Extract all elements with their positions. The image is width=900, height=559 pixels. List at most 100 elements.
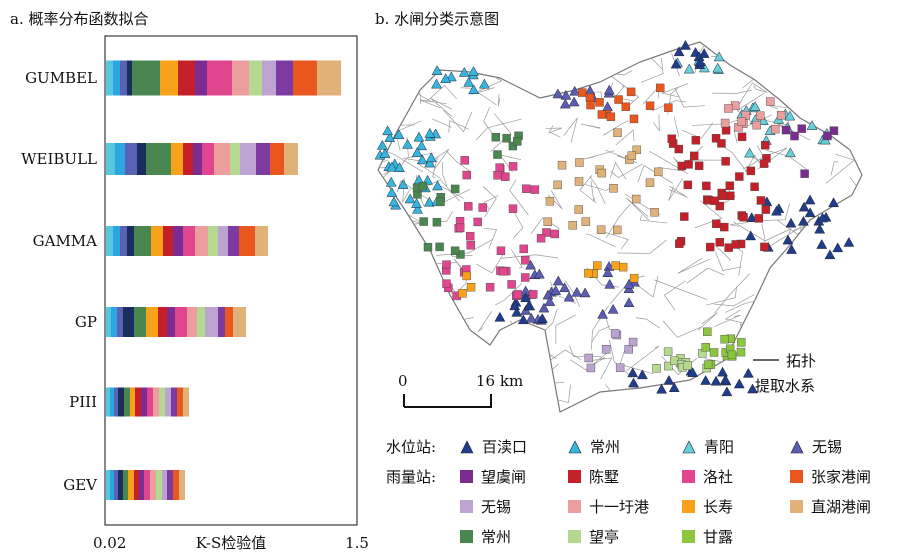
- river-segment: [716, 375, 753, 397]
- rain-station-marker: [462, 170, 471, 180]
- river-segment: [441, 313, 457, 340]
- water-station-marker: [798, 215, 809, 226]
- bar-segment: [146, 307, 158, 337]
- rain-station-marker: [631, 194, 641, 204]
- bar-segment: [135, 387, 141, 417]
- triangle-icon: [460, 439, 474, 453]
- rain-station-marker: [419, 217, 428, 226]
- river-segment: [424, 338, 454, 357]
- rain-station-marker: [628, 337, 638, 347]
- water-station-marker: [804, 194, 816, 205]
- river-segment: [548, 50, 556, 76]
- river-segment: [855, 378, 862, 387]
- triangle-icon: [682, 439, 696, 453]
- square-icon: [460, 500, 473, 513]
- river-segment: [626, 197, 650, 221]
- bar-segment: [167, 307, 175, 337]
- legend-item: 甘露: [682, 526, 733, 547]
- river-segment: [763, 228, 792, 242]
- rain-station-marker: [797, 124, 806, 133]
- legend-item: 青阳: [682, 436, 734, 457]
- river-segment: [758, 203, 790, 222]
- water-station-marker: [424, 157, 436, 168]
- bar-segment: [117, 307, 123, 337]
- rain-station-marker: [519, 244, 528, 254]
- river-segment: [830, 161, 839, 176]
- river-segment: [736, 82, 768, 108]
- rain-station-marker: [595, 98, 604, 107]
- bar-segment: [165, 387, 171, 417]
- legend-item: 长寿: [682, 496, 733, 517]
- rain-station-marker: [739, 213, 748, 222]
- water-station-marker: [544, 296, 556, 306]
- rain-station-marker: [495, 163, 504, 172]
- water-station-marker: [623, 278, 635, 289]
- rain-station-marker: [727, 350, 737, 360]
- category-label: PIII: [69, 393, 97, 411]
- water-station-marker: [569, 85, 581, 96]
- rain-station-marker: [618, 262, 628, 272]
- water-station-marker: [382, 125, 394, 136]
- water-station-marker: [712, 62, 724, 73]
- water-station-marker: [804, 207, 816, 218]
- river-segment: [589, 175, 606, 204]
- bar-segment: [239, 226, 255, 256]
- bar-segment: [208, 226, 218, 256]
- river-segment: [609, 161, 627, 180]
- rain-station-marker: [720, 118, 730, 128]
- water-station-marker: [607, 303, 619, 314]
- bar-segment: [128, 470, 134, 500]
- square-icon: [460, 470, 473, 483]
- river-segment: [378, 317, 385, 347]
- water-station-marker: [563, 291, 575, 302]
- plot-frame: [104, 35, 358, 526]
- rain-station-marker: [652, 364, 661, 373]
- rain-station-marker: [667, 134, 676, 143]
- bar-segment: [159, 387, 165, 417]
- river-segment: [821, 65, 849, 110]
- square-icon: [790, 470, 803, 483]
- rain-station-marker: [725, 181, 735, 190]
- category-label: GAMMA: [33, 232, 98, 250]
- bar-gumbel: [106, 60, 341, 96]
- bar-segment: [132, 60, 160, 96]
- rain-station-marker: [654, 167, 663, 177]
- river-segment: [539, 389, 553, 401]
- water-station-marker: [463, 76, 475, 87]
- legend-item-label: 常州: [590, 438, 621, 456]
- rain-station-marker: [507, 280, 516, 289]
- river-segment: [456, 352, 473, 372]
- rain-station-marker: [737, 338, 746, 347]
- river-segment: [378, 171, 390, 192]
- bar-segment: [134, 307, 146, 337]
- water-station-marker: [393, 129, 405, 139]
- river-segment: [711, 89, 752, 94]
- bar-segment: [134, 226, 151, 256]
- river-segment: [753, 85, 767, 93]
- rain-station-marker: [485, 282, 495, 292]
- legend-item: 望虞闸: [460, 466, 526, 487]
- water-station-marker: [733, 378, 745, 389]
- river-segment: [484, 228, 498, 249]
- rain-station-marker: [491, 132, 501, 142]
- river-segment: [586, 357, 613, 380]
- rain-station-marker: [721, 157, 730, 166]
- bar-segment: [125, 143, 137, 175]
- bar-gp: [106, 307, 246, 337]
- rain-station-marker: [721, 126, 731, 135]
- square-icon: [460, 530, 473, 543]
- legend-item-label: 青阳: [704, 438, 735, 456]
- x-tick-max: 1.5: [345, 534, 369, 552]
- rain-station-marker: [746, 166, 756, 176]
- river-segment: [697, 312, 718, 331]
- water-station-marker: [700, 375, 712, 385]
- river-segment: [579, 57, 618, 65]
- rain-station-marker: [442, 279, 451, 288]
- bar-segment: [195, 226, 208, 256]
- rain-station-marker: [613, 128, 622, 137]
- bar-segment: [218, 307, 225, 337]
- rain-station-marker: [656, 83, 665, 93]
- river-segment: [530, 217, 560, 234]
- rain-station-marker: [473, 217, 482, 227]
- river-segment: [591, 325, 611, 342]
